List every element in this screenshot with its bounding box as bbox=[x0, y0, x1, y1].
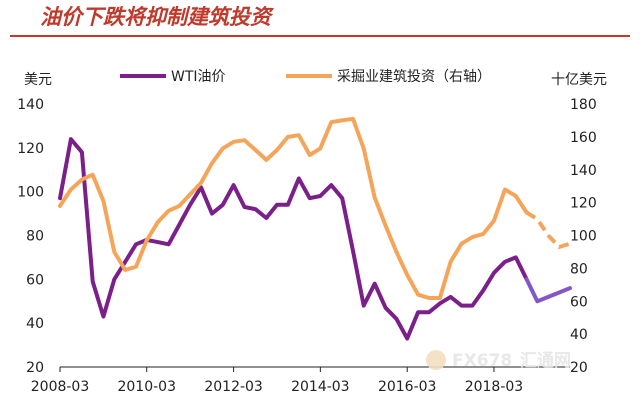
y-right-tick-label: 160 bbox=[570, 130, 597, 146]
y-left-tick-label: 100 bbox=[17, 185, 44, 201]
watermark-brand-cn: 汇通网 bbox=[520, 351, 571, 371]
chart-title: 油价下跌将抑制建筑投资 bbox=[40, 5, 274, 29]
x-tick-label: 2014-03 bbox=[291, 379, 350, 395]
y-left-tick-label: 80 bbox=[26, 229, 44, 245]
watermark-coin-icon bbox=[426, 350, 446, 370]
y-left-tick-label: 60 bbox=[26, 272, 44, 288]
y-right-tick-label: 80 bbox=[570, 261, 588, 277]
x-tick-label: 2018-03 bbox=[465, 379, 524, 395]
y-left-tick-label: 120 bbox=[17, 141, 44, 157]
left-axis-unit: 美元 bbox=[24, 72, 52, 88]
legend: WTI油价 采掘业建筑投资（右轴） bbox=[120, 69, 491, 85]
y-left-tick-label: 20 bbox=[26, 360, 44, 376]
x-tick-label: 2008-03 bbox=[31, 379, 90, 395]
series-layer bbox=[58, 116, 572, 341]
wti-series-line bbox=[58, 137, 529, 341]
x-tick-label: 2010-03 bbox=[117, 379, 176, 395]
construction-forecast-series-line bbox=[525, 210, 571, 249]
y-right-tick-label: 140 bbox=[570, 163, 597, 179]
y-right-tick-label: 20 bbox=[570, 360, 588, 376]
construction-series-line bbox=[58, 116, 529, 300]
x-tick-label: 2012-03 bbox=[204, 379, 263, 395]
right-axis-unit: 十亿美元 bbox=[551, 72, 607, 88]
wti-forecast-series-line bbox=[524, 277, 572, 304]
y-left-tick-label: 140 bbox=[17, 97, 44, 113]
legend-label-construction: 采掘业建筑投资（右轴） bbox=[337, 69, 491, 85]
y-right-tick-label: 60 bbox=[570, 294, 588, 310]
watermark-brand: FX678 bbox=[452, 351, 512, 371]
y-right-tick-label: 180 bbox=[570, 97, 597, 113]
y-left-tick-label: 40 bbox=[26, 316, 44, 332]
watermark: FX678 汇通网 bbox=[426, 350, 571, 371]
y-right-tick-label: 40 bbox=[570, 327, 588, 343]
y-right-tick-label: 100 bbox=[570, 229, 597, 245]
legend-label-wti: WTI油价 bbox=[171, 69, 226, 85]
y-right-tick-label: 120 bbox=[570, 196, 597, 212]
tick-layer: 20 40 60 80 100 120 140 20 40 60 80 100 120 140 160 180… bbox=[17, 97, 596, 395]
x-tick-label: 2016-03 bbox=[378, 379, 437, 395]
